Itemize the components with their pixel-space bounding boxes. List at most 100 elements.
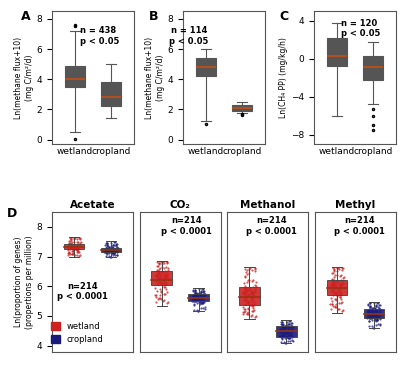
Point (252, 266, 258, 272)
Y-axis label: Ln(proportion of genes)
(propertions per million): Ln(proportion of genes) (propertions per… (14, 235, 34, 328)
Point (374, 311, 380, 317)
Point (367, 302, 373, 308)
Point (364, 315, 370, 321)
Point (112, 248, 118, 254)
Point (333, 291, 339, 297)
Point (67, 246, 73, 252)
Point (66, 240, 72, 246)
Point (242, 285, 249, 291)
Point (160, 259, 166, 265)
Point (372, 318, 379, 324)
Point (329, 277, 335, 284)
Point (77, 240, 83, 246)
Point (248, 296, 255, 302)
Point (164, 290, 170, 296)
Point (162, 272, 169, 278)
Point (74, 245, 80, 251)
Point (244, 279, 250, 285)
Point (157, 288, 164, 294)
Point (155, 273, 162, 279)
Point (329, 276, 336, 282)
Point (328, 295, 334, 301)
Point (287, 331, 294, 337)
Point (110, 246, 116, 252)
Point (289, 334, 295, 340)
Point (200, 289, 206, 295)
Point (278, 336, 285, 342)
Point (367, 303, 374, 309)
Point (370, 325, 376, 331)
Point (242, 291, 248, 297)
Point (331, 268, 338, 274)
Point (112, 252, 118, 258)
Point (333, 291, 339, 297)
Point (75, 243, 81, 249)
Point (191, 292, 197, 298)
Point (105, 246, 111, 252)
Point (376, 306, 382, 312)
Point (103, 253, 109, 259)
Point (278, 324, 285, 330)
Point (110, 249, 116, 255)
Point (64, 247, 71, 253)
Point (164, 259, 170, 265)
Point (103, 245, 109, 251)
Point (251, 289, 258, 295)
Point (190, 307, 197, 313)
Point (106, 245, 112, 251)
Point (367, 304, 374, 310)
Point (336, 266, 343, 272)
Point (192, 296, 199, 302)
Point (192, 291, 199, 297)
Point (330, 289, 336, 295)
Point (337, 291, 343, 297)
Point (244, 288, 250, 294)
Point (330, 277, 336, 284)
Point (74, 239, 80, 245)
Point (102, 246, 108, 252)
Point (370, 308, 377, 314)
Point (336, 305, 343, 311)
Point (75, 243, 81, 249)
Point (196, 295, 202, 301)
Point (103, 250, 110, 256)
Point (331, 280, 338, 286)
Point (108, 248, 114, 254)
Point (247, 265, 254, 271)
Point (286, 321, 292, 327)
Point (245, 301, 251, 307)
Point (190, 288, 196, 294)
Point (334, 280, 340, 286)
Point (155, 271, 162, 277)
Point (76, 236, 83, 242)
Point (71, 239, 77, 245)
Point (250, 293, 256, 299)
Point (74, 243, 81, 249)
Point (108, 247, 114, 253)
Point (281, 327, 287, 333)
Point (64, 250, 71, 256)
Point (114, 247, 120, 253)
Point (366, 307, 372, 313)
Bar (64, 244, 84, 249)
Point (281, 339, 288, 345)
Point (192, 287, 198, 293)
Point (74, 247, 80, 253)
Point (241, 306, 247, 312)
Point (338, 296, 344, 302)
Point (339, 299, 345, 305)
Point (114, 245, 120, 251)
Point (65, 252, 71, 258)
Point (280, 333, 286, 339)
Point (192, 292, 199, 298)
Point (201, 294, 208, 300)
Point (191, 291, 197, 297)
Point (161, 282, 167, 288)
Point (370, 311, 377, 317)
Point (250, 293, 257, 299)
Point (75, 243, 81, 249)
Point (197, 293, 204, 299)
Point (194, 295, 200, 301)
Point (286, 321, 292, 327)
Point (67, 251, 73, 257)
